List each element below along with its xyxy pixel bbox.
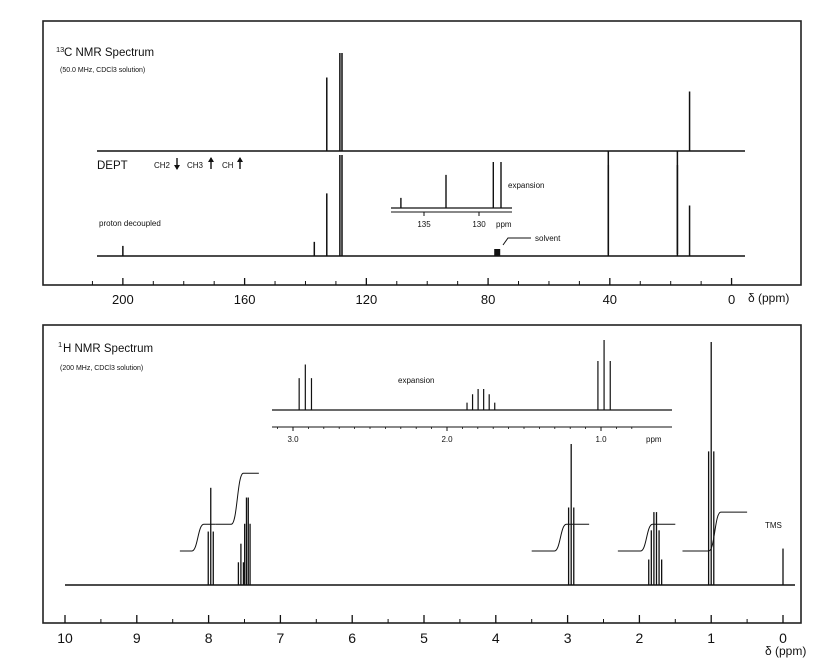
h1-expansion-label: expansion [398, 376, 434, 385]
h1-title: H NMR Spectrum [63, 343, 153, 355]
h1-tick-label-0: 10 [57, 630, 73, 646]
h1-integral-4 [682, 511, 748, 552]
c13-expansion-tick-label-1: 130 [472, 220, 486, 229]
h1-expansion-tick-label-0: 3.0 [287, 435, 299, 444]
dept-legend-ch: CH [222, 161, 234, 170]
c13-tick-label-4: 40 [603, 292, 617, 307]
c13-title-sup: 13 [56, 45, 64, 54]
h1-x-axis: 10 9 8 7 6 5 4 3 2 1 0 [57, 615, 787, 646]
h1-integral-3 [617, 523, 676, 552]
c13-tick-label-1: 160 [234, 292, 256, 307]
c13-expansion-tick-label-0: 135 [417, 220, 431, 229]
dept-label: DEPT [97, 160, 128, 172]
h1-tick-label-10: 0 [779, 630, 787, 646]
h1-spectrum-plot [65, 342, 795, 586]
h1-tick-label-7: 3 [564, 630, 572, 646]
h1-tick-label-2: 8 [205, 630, 213, 646]
h1-axis-unit: δ (ppm) [765, 644, 806, 658]
h1-subtitle: (200 MHz, CDCl3 solution) [60, 365, 143, 372]
c13-subtitle: (50.0 MHz, CDCl3 solution) [60, 67, 145, 74]
solvent-peak [494, 249, 501, 256]
proton-decoupled-label: proton decoupled [99, 219, 161, 228]
c13-tick-label-3: 80 [481, 292, 495, 307]
h1-expansion-tick-label-2: 1.0 [595, 435, 607, 444]
h1-tick-label-5: 5 [420, 630, 428, 646]
h1-tick-label-6: 4 [492, 630, 500, 646]
c13-spectrum-plot [97, 53, 745, 257]
h1-expansion-unit-label: ppm [646, 435, 662, 444]
h1-integral-1 [215, 472, 259, 525]
solvent-label: solvent [535, 234, 561, 243]
c13-x-axis: 200 160 120 80 40 0 [91, 278, 735, 307]
c13-expansion-label: expansion [508, 181, 544, 190]
h1-integral-0 [179, 523, 216, 552]
h1-integral-curves [179, 472, 748, 552]
h1-expansion-tick-label-1: 2.0 [441, 435, 453, 444]
dept-legend-ch2: CH2 [154, 161, 171, 170]
c13-tick-label-2: 120 [355, 292, 377, 307]
h1-integral-2 [531, 523, 590, 552]
c13-tick-label-5: 0 [728, 292, 735, 307]
tms-label: TMS [765, 521, 782, 530]
dept-ch3-up-arrow-icon [208, 157, 214, 162]
h1-expansion-plot: 3.0 2.0 1.0 ppm [272, 340, 672, 444]
c13-title: C NMR Spectrum [64, 47, 154, 59]
h1-tick-label-8: 2 [636, 630, 644, 646]
c13-expansion-plot: 135 130 ppm [391, 162, 512, 229]
dept-ch-up-arrow-icon [237, 157, 243, 162]
dept-legend-ch3: CH3 [187, 161, 204, 170]
h1-title-sup: 1 [58, 340, 62, 349]
solvent-pointer [502, 237, 531, 246]
h1-tick-label-4: 6 [348, 630, 356, 646]
c13-panel-frame [42, 20, 802, 286]
c13-dept-legend: DEPT CH2 CH3 CH [97, 157, 243, 172]
h1-tick-label-1: 9 [133, 630, 141, 646]
h1-tick-label-3: 7 [277, 630, 285, 646]
c13-tick-label-0: 200 [112, 292, 134, 307]
dept-ch2-down-arrow-icon [174, 165, 180, 170]
c13-expansion-unit-label: ppm [496, 220, 512, 229]
c13-axis-unit: δ (ppm) [748, 291, 789, 305]
h1-tick-label-9: 1 [707, 630, 715, 646]
h1-panel-frame [42, 324, 802, 624]
